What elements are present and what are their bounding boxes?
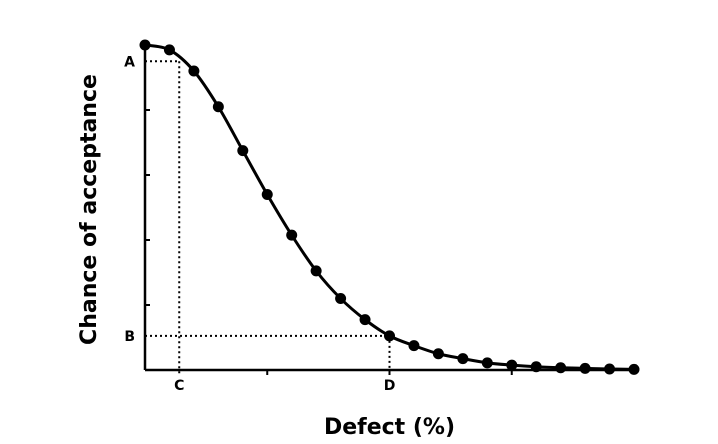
data-point	[335, 293, 347, 304]
axes	[143, 40, 638, 372]
reference-lines	[145, 60, 391, 374]
y-axis-title: Chance of acceptance	[77, 74, 102, 345]
reference-label-x: C	[174, 378, 184, 394]
data-point	[555, 362, 567, 374]
reference-labels: A C B D	[124, 54, 395, 394]
reference-label-x: D	[384, 378, 396, 394]
data-point	[163, 44, 175, 56]
data-point	[604, 363, 616, 375]
data-point	[628, 363, 640, 375]
data-point	[457, 353, 469, 365]
data-point	[310, 265, 322, 277]
data-point	[481, 357, 493, 369]
data-point	[188, 65, 200, 77]
data-point	[286, 229, 298, 241]
data-point	[432, 348, 444, 360]
x-axis-title: Defect (%)	[324, 415, 455, 440]
data-point	[506, 359, 518, 371]
reference-label-y: B	[124, 329, 135, 345]
data-point	[212, 101, 224, 113]
data-point	[359, 314, 371, 326]
data-point	[530, 361, 542, 373]
data-point	[237, 145, 249, 157]
acceptance-curve	[144, 43, 635, 371]
data-point	[579, 362, 591, 374]
data-point	[384, 330, 395, 342]
data-point	[261, 189, 273, 200]
reference-label-y: A	[124, 54, 135, 70]
data-points	[139, 39, 640, 375]
data-point	[139, 39, 151, 51]
axis-ticks	[145, 109, 513, 375]
data-point	[408, 340, 420, 352]
